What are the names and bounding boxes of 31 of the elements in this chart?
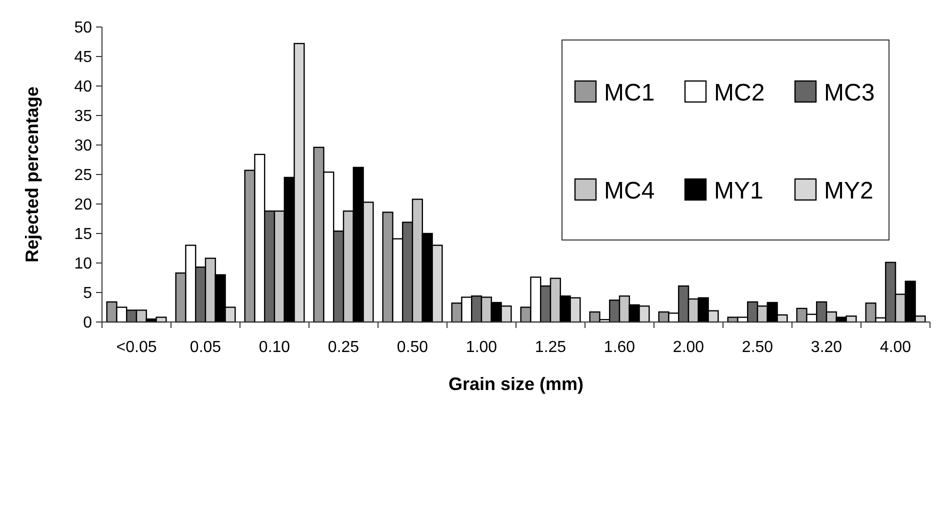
y-axis-title: Rejected percentage <box>22 86 42 263</box>
x-tick-label: 4.00 <box>880 339 912 356</box>
x-tick-label: 2.00 <box>672 339 704 356</box>
legend-label: MY1 <box>714 177 764 204</box>
y-tick-label: 40 <box>74 78 92 96</box>
y-tick-label: 50 <box>74 20 92 37</box>
x-tick-label: 0.25 <box>328 339 360 356</box>
x-tick-label: <0.05 <box>116 339 157 356</box>
legend-label: MC4 <box>604 177 655 204</box>
y-tick-label: 20 <box>74 196 92 214</box>
y-tick-label: 5 <box>83 285 92 302</box>
legend-label: MC1 <box>604 79 655 106</box>
x-tick-label: 2.50 <box>742 339 774 356</box>
x-tick-label: 0.50 <box>396 339 428 356</box>
y-tick-label: 10 <box>74 256 92 273</box>
y-tick-label: 35 <box>74 108 92 126</box>
y-tick-label: 25 <box>74 167 92 184</box>
x-tick-label: 0.05 <box>190 339 222 356</box>
y-tick-label: 30 <box>74 138 92 155</box>
legend-label: MC2 <box>714 79 765 106</box>
x-tick-label: 0.10 <box>258 339 290 356</box>
y-tick-label: 0 <box>83 314 92 332</box>
x-axis-title: Grain size (mm) <box>448 374 584 394</box>
x-tick-label: 1.60 <box>604 339 636 356</box>
y-tick-label: 15 <box>74 226 92 244</box>
x-tick-label: 1.00 <box>466 339 498 356</box>
x-tick-label: 3.20 <box>810 339 842 356</box>
legend-label: MY2 <box>824 177 874 204</box>
x-tick-label: 1.25 <box>534 339 566 356</box>
legend-label: MC3 <box>824 79 875 106</box>
y-tick-label: 45 <box>74 49 92 66</box>
